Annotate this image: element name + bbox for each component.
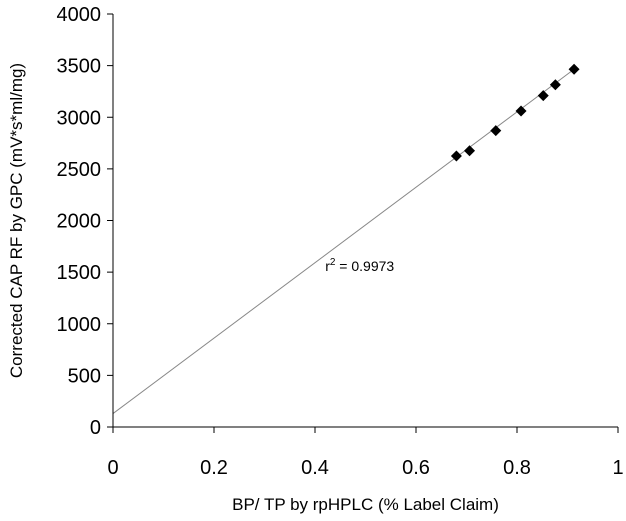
x-tick-label: 0 — [107, 457, 118, 479]
x-tick-label: 0.8 — [503, 457, 531, 479]
data-point — [568, 63, 580, 75]
y-tick-label: 1000 — [57, 314, 102, 336]
y-tick-label: 2500 — [57, 159, 102, 181]
x-axis-title: BP/ TP by rpHPLC (% Label Claim) — [232, 495, 499, 514]
r-squared-annotation: r2 = 0.9973 — [325, 257, 394, 274]
y-tick-label: 3000 — [57, 107, 102, 129]
y-tick-label: 500 — [68, 365, 101, 387]
trendline-layer — [112, 68, 575, 414]
superscript-2: 2 — [330, 257, 336, 268]
y-tick-label: 0 — [90, 417, 101, 439]
x-tick-labels: 0 0.2 0.4 0.6 0.8 1 — [107, 457, 623, 479]
x-tick-label: 0.4 — [301, 457, 329, 479]
y-axis-title: Corrected CAP RF by GPC (mV*s*ml/mg) — [7, 63, 26, 378]
data-point — [450, 150, 462, 162]
x-tick-label: 1 — [612, 457, 623, 479]
data-point — [515, 105, 527, 117]
trendline — [112, 68, 575, 414]
y-tick-label: 4000 — [57, 4, 102, 26]
x-tick-label: 0.2 — [200, 457, 228, 479]
x-tick-label: 0.6 — [402, 457, 430, 479]
data-point — [490, 125, 502, 137]
r-symbol: r — [325, 258, 330, 274]
data-points-layer — [450, 63, 580, 162]
y-tick-label: 2000 — [57, 211, 102, 233]
data-point — [464, 145, 476, 157]
y-tick-label: 1500 — [57, 262, 102, 284]
data-point — [549, 79, 561, 91]
r-squared-value: = 0.9973 — [335, 258, 394, 274]
y-tick-label: 3500 — [57, 56, 102, 78]
y-tick-labels: 0 500 1000 1500 2000 2500 3000 3500 4000 — [57, 4, 102, 439]
axes-layer — [107, 13, 619, 433]
data-point — [537, 90, 549, 102]
